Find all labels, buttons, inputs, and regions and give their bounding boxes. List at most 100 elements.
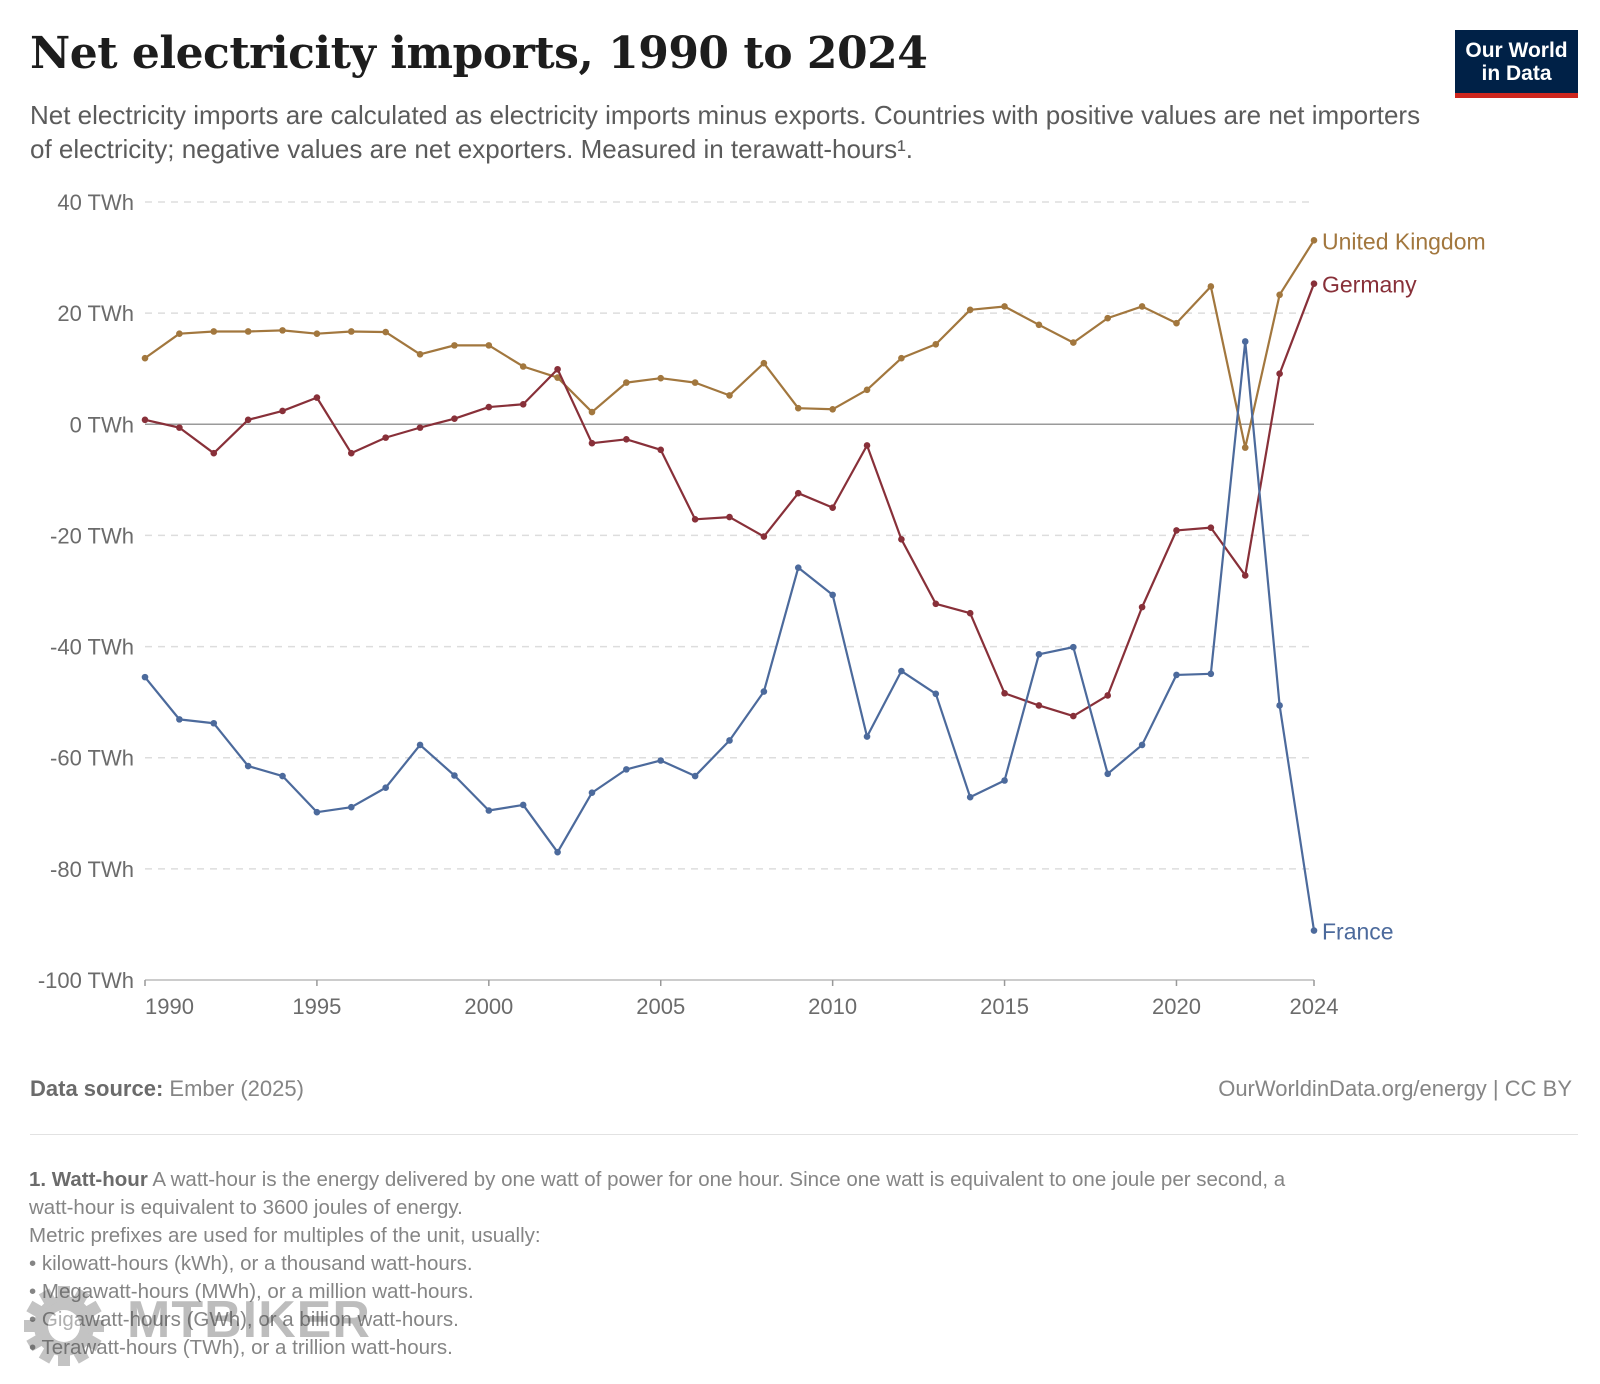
data-point-france[interactable]	[691, 772, 699, 780]
data-point-germany[interactable]	[691, 516, 699, 523]
data-point-france[interactable]	[382, 784, 389, 792]
data-point-united-kingdom[interactable]	[210, 328, 218, 335]
data-point-germany[interactable]	[1035, 702, 1043, 709]
data-point-germany[interactable]	[657, 446, 665, 454]
data-point-united-kingdom[interactable]	[1138, 303, 1146, 310]
data-point-united-kingdom[interactable]	[485, 342, 493, 349]
data-point-germany[interactable]	[1173, 527, 1180, 534]
series-line-germany[interactable]	[144, 283, 1316, 718]
data-point-united-kingdom[interactable]	[794, 404, 802, 412]
data-point-germany[interactable]	[279, 407, 286, 415]
data-point-united-kingdom[interactable]	[1035, 321, 1043, 329]
data-point-germany[interactable]	[1138, 603, 1146, 611]
data-point-france[interactable]	[141, 673, 149, 681]
owid-logo[interactable]: Our World in Data	[1455, 30, 1578, 98]
data-point-united-kingdom[interactable]	[141, 354, 149, 362]
data-point-france[interactable]	[898, 667, 905, 675]
data-point-united-kingdom[interactable]	[313, 330, 321, 338]
data-point-france[interactable]	[313, 808, 321, 816]
series-label-united-kingdom[interactable]: United Kingdom	[1322, 228, 1486, 254]
data-point-france[interactable]	[1276, 702, 1283, 709]
data-point-germany[interactable]	[451, 415, 458, 423]
data-point-france[interactable]	[1001, 777, 1008, 784]
data-point-united-kingdom[interactable]	[1104, 314, 1112, 322]
data-point-united-kingdom[interactable]	[451, 342, 458, 349]
data-point-germany[interactable]	[416, 424, 424, 431]
data-point-germany[interactable]	[794, 489, 802, 497]
data-point-germany[interactable]	[623, 435, 630, 443]
data-point-france[interactable]	[623, 766, 630, 773]
data-point-france[interactable]	[244, 762, 252, 770]
data-point-germany[interactable]	[829, 504, 836, 511]
data-point-france[interactable]	[1310, 927, 1318, 934]
data-point-united-kingdom[interactable]	[829, 405, 836, 413]
data-point-germany[interactable]	[1310, 280, 1318, 287]
data-point-united-kingdom[interactable]	[588, 408, 596, 416]
data-point-united-kingdom[interactable]	[1001, 303, 1008, 310]
data-point-france[interactable]	[451, 772, 458, 779]
credit-link[interactable]: OurWorldinData.org/energy | CC BY	[1218, 1076, 1572, 1101]
data-point-germany[interactable]	[141, 416, 149, 424]
data-point-united-kingdom[interactable]	[623, 379, 630, 386]
data-point-france[interactable]	[1035, 651, 1043, 658]
data-point-germany[interactable]	[347, 449, 355, 457]
series-label-france[interactable]: France	[1322, 919, 1394, 945]
data-point-france[interactable]	[829, 591, 836, 599]
data-point-germany[interactable]	[726, 513, 733, 521]
data-point-united-kingdom[interactable]	[554, 374, 561, 381]
data-point-france[interactable]	[863, 733, 871, 740]
data-point-france[interactable]	[726, 737, 733, 744]
data-point-germany[interactable]	[1276, 370, 1283, 378]
data-point-france[interactable]	[279, 772, 286, 780]
data-point-france[interactable]	[1241, 338, 1249, 345]
data-point-france[interactable]	[554, 848, 561, 856]
data-point-germany[interactable]	[485, 403, 493, 411]
data-point-germany[interactable]	[1207, 524, 1215, 531]
data-point-united-kingdom[interactable]	[1207, 283, 1215, 290]
data-point-united-kingdom[interactable]	[1310, 237, 1318, 244]
data-point-united-kingdom[interactable]	[898, 354, 905, 362]
data-point-france[interactable]	[932, 690, 940, 698]
data-point-germany[interactable]	[244, 416, 252, 424]
data-point-france[interactable]	[519, 801, 527, 809]
data-point-germany[interactable]	[1104, 692, 1112, 699]
data-point-united-kingdom[interactable]	[382, 328, 389, 336]
series-line-united-kingdom[interactable]	[144, 239, 1315, 449]
data-point-france[interactable]	[794, 564, 802, 571]
data-point-france[interactable]	[760, 688, 768, 695]
data-point-united-kingdom[interactable]	[760, 359, 768, 367]
data-point-france[interactable]	[966, 793, 974, 801]
data-point-united-kingdom[interactable]	[244, 328, 252, 335]
data-point-france[interactable]	[347, 803, 355, 811]
data-point-united-kingdom[interactable]	[347, 328, 355, 335]
data-point-france[interactable]	[485, 807, 493, 814]
data-point-germany[interactable]	[588, 439, 596, 447]
data-point-united-kingdom[interactable]	[519, 363, 527, 370]
data-point-united-kingdom[interactable]	[176, 330, 183, 338]
data-point-france[interactable]	[657, 757, 665, 764]
data-point-united-kingdom[interactable]	[1070, 339, 1077, 346]
data-point-united-kingdom[interactable]	[966, 306, 974, 314]
data-point-germany[interactable]	[932, 600, 940, 608]
data-point-united-kingdom[interactable]	[416, 350, 424, 358]
data-point-germany[interactable]	[210, 449, 218, 457]
data-point-united-kingdom[interactable]	[726, 392, 733, 399]
data-point-germany[interactable]	[554, 365, 561, 373]
data-point-france[interactable]	[416, 741, 424, 749]
data-point-france[interactable]	[176, 716, 183, 723]
data-point-germany[interactable]	[1241, 572, 1249, 579]
data-point-germany[interactable]	[760, 533, 768, 540]
data-point-united-kingdom[interactable]	[657, 374, 665, 382]
data-point-germany[interactable]	[313, 394, 321, 401]
data-point-france[interactable]	[1207, 670, 1215, 678]
data-point-france[interactable]	[1138, 741, 1146, 749]
data-point-france[interactable]	[1173, 671, 1180, 679]
data-point-united-kingdom[interactable]	[279, 327, 286, 334]
data-point-germany[interactable]	[176, 424, 183, 431]
data-point-france[interactable]	[210, 719, 218, 727]
data-point-france[interactable]	[588, 789, 596, 797]
data-point-united-kingdom[interactable]	[1241, 444, 1249, 451]
data-point-germany[interactable]	[519, 400, 527, 408]
data-point-germany[interactable]	[1070, 712, 1077, 720]
data-point-united-kingdom[interactable]	[1173, 319, 1180, 327]
